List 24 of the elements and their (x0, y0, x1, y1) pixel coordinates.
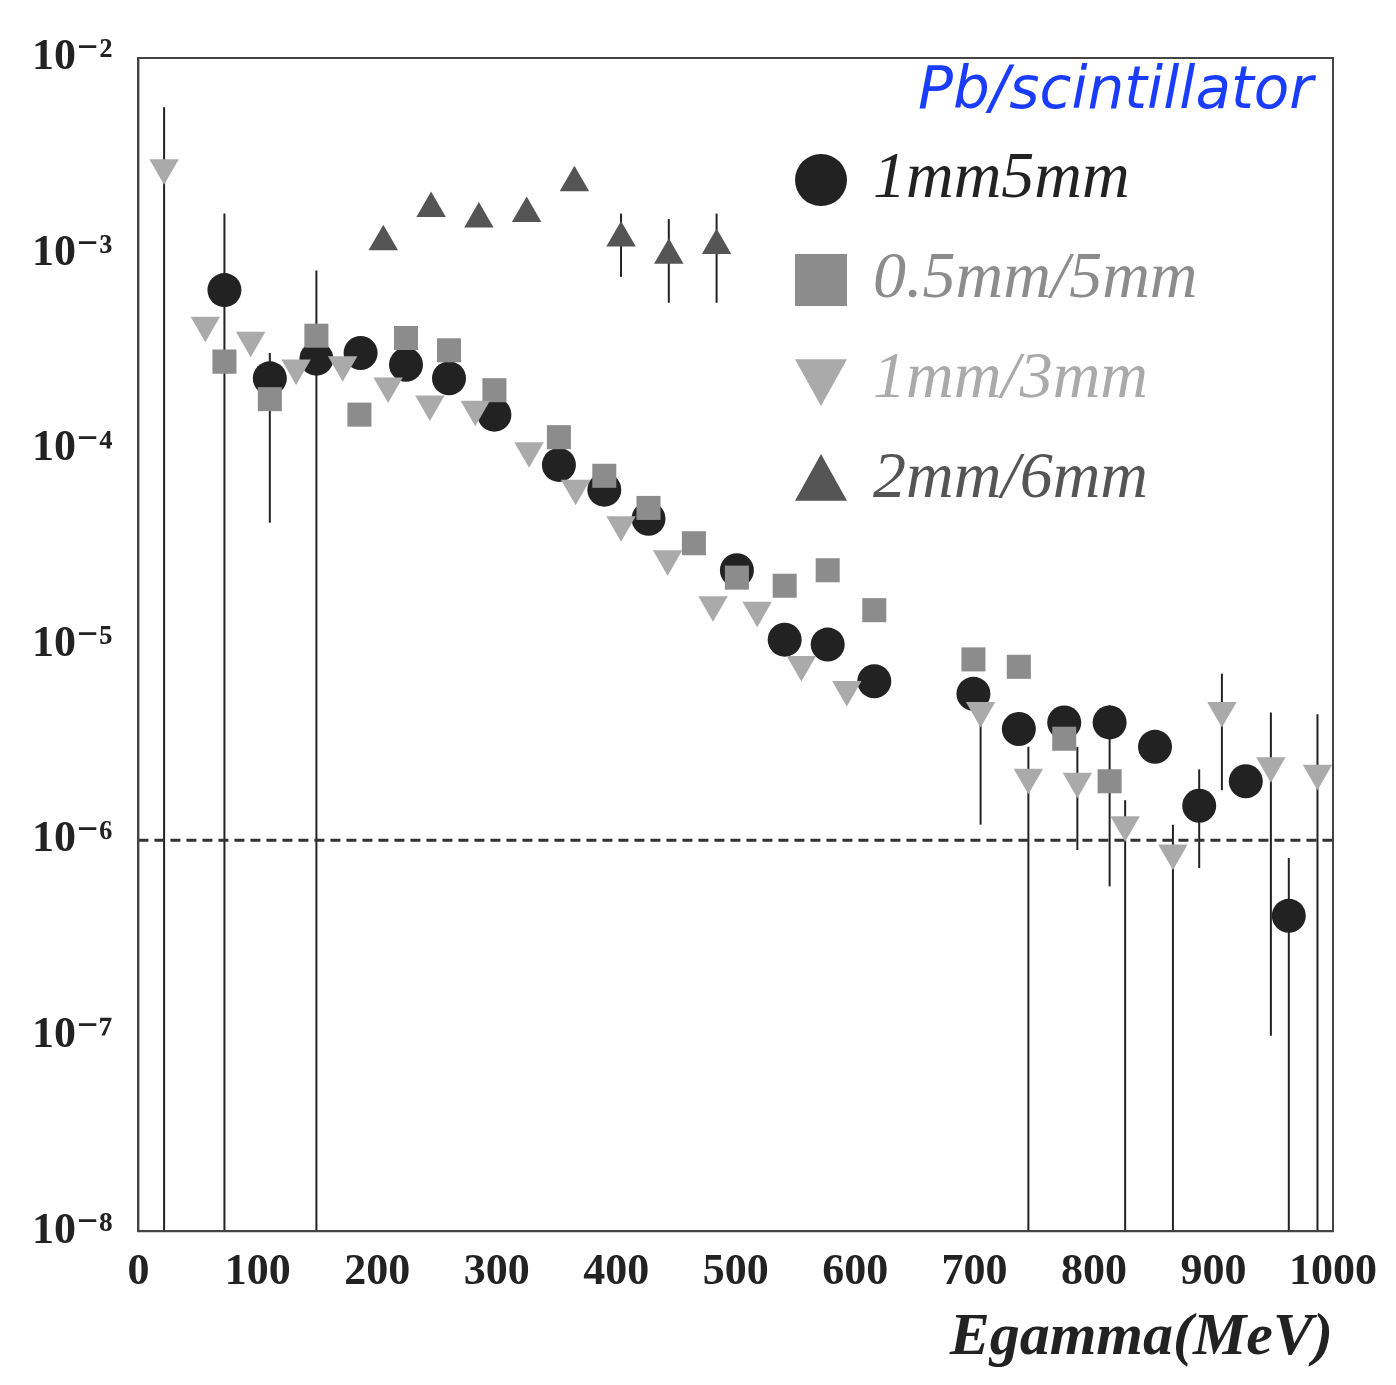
x-tick-label: 700 (941, 1244, 1008, 1294)
legend-label: 1mm/3mm (873, 338, 1148, 412)
legend-label: 1mm5mm (873, 138, 1130, 212)
x-tick-label: 100 (224, 1244, 291, 1294)
annotation: Pb/scintillator (917, 54, 1317, 123)
y-tick-label: 10⁻⁵ (31, 616, 113, 666)
y-tick-label: 10⁻² (31, 30, 113, 80)
y-tick-label: 10⁻⁸ (31, 1203, 113, 1253)
y-tick-label: 10⁻⁶ (31, 812, 113, 862)
x-tick-label: 800 (1061, 1244, 1128, 1294)
x-tick-label: 1000 (1289, 1244, 1377, 1294)
x-tick-label: 600 (822, 1244, 889, 1294)
y-tick-label: 10⁻⁴ (31, 421, 113, 471)
x-tick-label: 400 (583, 1244, 650, 1294)
y-tick-label: 10⁻³ (31, 225, 113, 275)
x-tick-label: 300 (463, 1244, 530, 1294)
y-tick-label: 10⁻⁷ (31, 1008, 113, 1058)
x-tick-label: 0 (127, 1244, 150, 1294)
x-tick-label: 200 (344, 1244, 411, 1294)
legend-label: 0.5mm/5mm (873, 238, 1198, 312)
x-tick-label: 900 (1180, 1244, 1247, 1294)
legend-label: 2mm/6mm (873, 438, 1148, 512)
x-axis-title: Egamma(MeV) (948, 1300, 1333, 1367)
x-tick-label: 500 (702, 1244, 769, 1294)
